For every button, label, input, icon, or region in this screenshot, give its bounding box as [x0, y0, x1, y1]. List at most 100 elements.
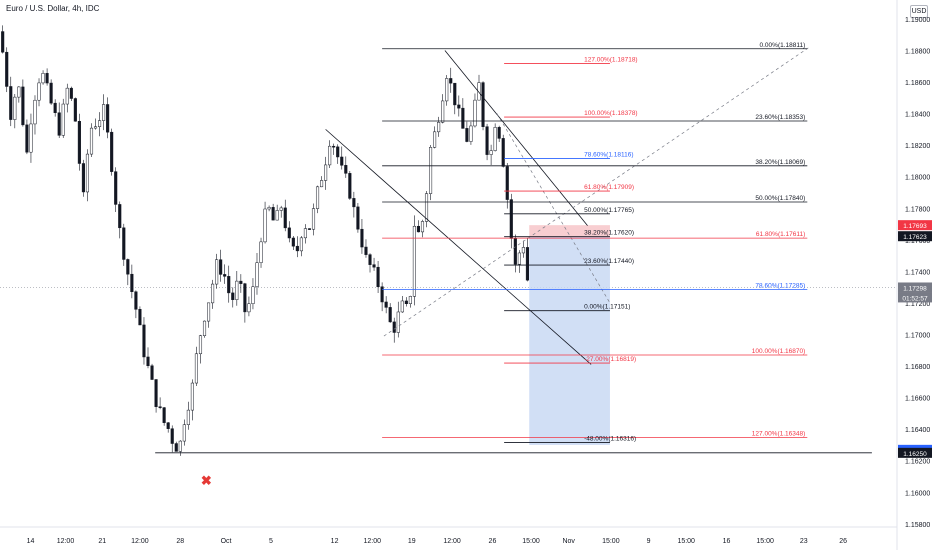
fib-right-level-label: 0.00%(1.18811)	[760, 42, 806, 49]
candle-body	[25, 124, 29, 153]
candle-body	[400, 300, 404, 313]
x-tick-label: 26	[839, 538, 847, 545]
candle-body	[376, 266, 380, 287]
fib-levels: 0.00%(1.18811) 23.60%(1.18353) 38.20%(1.18…	[382, 42, 808, 443]
candle-body	[404, 300, 408, 304]
candle-body	[45, 73, 49, 84]
dashed-projection-line	[383, 47, 810, 337]
fib-mid-level-label: 100.00%(1.18378)	[584, 110, 638, 117]
candle-body	[275, 210, 279, 221]
candle-body	[207, 302, 211, 322]
x-tick-label: 12:00	[363, 538, 381, 545]
candle-body	[481, 82, 485, 127]
candle-body	[267, 207, 271, 210]
candle-body	[126, 259, 130, 275]
candle-body	[364, 246, 368, 255]
candle-body	[130, 273, 134, 292]
candle-body	[424, 193, 429, 222]
candle-body	[315, 186, 320, 209]
chart-title: Euro / U.S. Dollar, 4h, IDC	[6, 4, 100, 13]
candle-body	[336, 146, 340, 158]
currency-button[interactable]: USD	[910, 5, 928, 18]
price-labels: 1.176931.176231.1729801:52:571.162691.16…	[898, 220, 932, 458]
x-tick-label: Oct	[221, 538, 232, 545]
y-tick-label: 1.17800	[905, 206, 930, 213]
candle-body	[408, 296, 412, 304]
candle-body	[231, 292, 235, 300]
candle-body	[29, 123, 33, 153]
candle-body	[384, 301, 388, 308]
candle-body	[279, 207, 283, 211]
y-tick-label: 1.18800	[905, 48, 930, 55]
trendline	[325, 129, 592, 365]
candle-body	[255, 262, 259, 288]
candles	[1, 25, 529, 456]
fib-right-level-label: 100.00%(1.16870)	[752, 348, 806, 355]
candle-body	[453, 82, 457, 106]
candle-body	[110, 131, 114, 172]
candle-body	[469, 125, 473, 142]
candle-body	[461, 107, 465, 129]
candle-body	[509, 199, 513, 239]
candle-body	[513, 238, 517, 265]
y-tick-label: 1.15800	[905, 522, 930, 529]
x-tick-label: 12:00	[131, 538, 149, 545]
candle-body	[328, 145, 332, 166]
candle-body	[215, 259, 219, 285]
candle-body	[138, 309, 142, 326]
x-tick-label: 15:00	[602, 538, 620, 545]
fib-mid-level-label: 50.00%(1.17765)	[584, 207, 634, 214]
candle-body	[98, 120, 102, 127]
y-tick-label: 1.16200	[905, 459, 930, 466]
fib-mid-level-label: 38.20%(1.17620)	[584, 230, 634, 237]
candle-body	[182, 424, 186, 442]
candle-body	[235, 280, 239, 300]
x-tick-label: 12:00	[57, 538, 75, 545]
x-tick-label: 16	[723, 538, 731, 545]
candle-body	[360, 228, 364, 248]
candle-body	[211, 283, 215, 304]
candle-body	[324, 164, 328, 181]
x-tick-label: 12	[331, 538, 339, 545]
y-tick-label: 1.17400	[905, 269, 930, 276]
candle-body	[77, 121, 81, 164]
candle-body	[433, 131, 437, 148]
candle-body	[178, 440, 182, 452]
candle-body	[489, 150, 493, 155]
y-tick-label: 1.16800	[905, 364, 930, 371]
candle-body	[295, 245, 299, 252]
price-label-bg	[898, 282, 932, 293]
y-tick-label: 1.17600	[905, 238, 930, 245]
candle-body	[352, 198, 356, 208]
fib-right-level-label: 23.60%(1.18353)	[755, 114, 805, 121]
candle-body	[332, 145, 336, 148]
candle-body	[154, 379, 158, 407]
candle-body	[190, 382, 194, 411]
candle-body	[81, 163, 85, 193]
candle-body	[150, 365, 154, 380]
price-label: 1.17693	[903, 223, 927, 230]
candle-body	[198, 335, 203, 355]
candle-body	[85, 153, 90, 193]
fib-right-level-label: 78.60%(1.17285)	[755, 283, 805, 290]
candle-body	[429, 147, 433, 194]
x-tick-label: 21	[98, 538, 106, 545]
candle-body	[158, 406, 162, 408]
x-tick-label: 28	[176, 538, 184, 545]
candle-body	[243, 283, 247, 313]
price-label: 1.16250	[903, 451, 927, 458]
candle-body	[1, 31, 5, 53]
candle-body	[525, 247, 529, 281]
candle-body	[33, 99, 37, 125]
candle-body	[146, 356, 150, 367]
candle-body	[388, 307, 392, 323]
x-tick-label: 23	[800, 538, 808, 545]
candle-body	[65, 87, 69, 105]
grid	[0, 0, 898, 550]
stop-loss-zone	[529, 225, 610, 237]
price-label-bg	[898, 292, 932, 303]
candle-body	[501, 138, 505, 167]
candle-body	[303, 228, 307, 239]
x-tick-label: 15:00	[756, 538, 774, 545]
